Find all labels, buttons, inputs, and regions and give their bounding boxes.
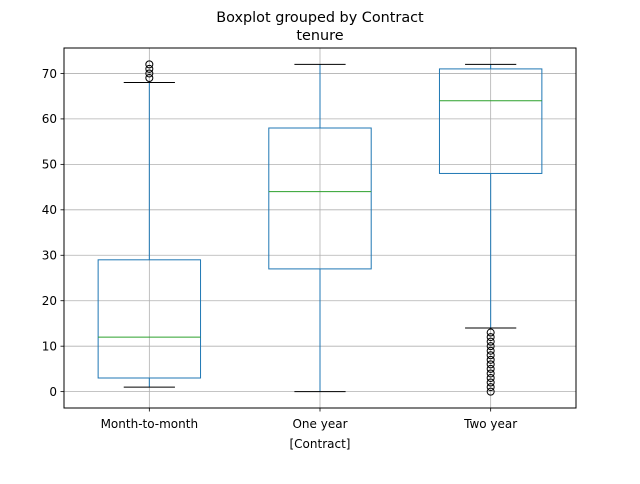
outlier-point (486, 374, 495, 382)
box-iqr (268, 127, 372, 270)
outlier-point (486, 333, 495, 342)
x-tick-label: One year (292, 417, 347, 431)
y-tick-label: 60 (42, 112, 57, 126)
outlier-point (145, 60, 154, 69)
y-tick-label: 50 (42, 158, 57, 172)
x-axis-label: [Contract] (290, 437, 351, 451)
plot-frame (63, 47, 577, 409)
box-iqr (438, 68, 543, 174)
outlier-point (486, 328, 495, 337)
box-layer (97, 60, 543, 396)
y-tick-label: 0 (49, 385, 57, 399)
y-tick-label: 40 (42, 203, 57, 217)
axis-layer: 0 10 20 30 40 50 60 70 Month-to-month One year Two… (42, 67, 518, 431)
outlier-point (145, 74, 154, 82)
outlier-point (486, 369, 495, 378)
outlier-point (486, 355, 495, 364)
chart-subtitle: tenure (296, 28, 343, 44)
box-group (268, 63, 372, 393)
outlier-point (486, 383, 495, 392)
y-tick-label: 20 (42, 294, 57, 308)
outlier-point (486, 351, 495, 360)
outlier-point (145, 69, 154, 78)
x-tick-label: Month-to-month (101, 417, 199, 431)
outlier-point (486, 342, 495, 351)
box-iqr (97, 259, 202, 379)
outlier-point (486, 378, 495, 387)
outlier-point (486, 364, 495, 373)
outlier-point (145, 64, 154, 73)
outlier-point (486, 337, 495, 346)
y-tick-label: 70 (42, 67, 57, 81)
x-tick-label: Two year (463, 417, 517, 431)
chart-title: Boxplot grouped by Contract (216, 10, 424, 26)
outlier-point (486, 346, 495, 355)
y-tick-label: 30 (42, 249, 57, 263)
box-group (438, 63, 543, 396)
y-tick-label: 10 (42, 339, 57, 353)
box-group (97, 60, 202, 388)
outlier-point (486, 387, 495, 396)
outlier-point (486, 360, 495, 369)
